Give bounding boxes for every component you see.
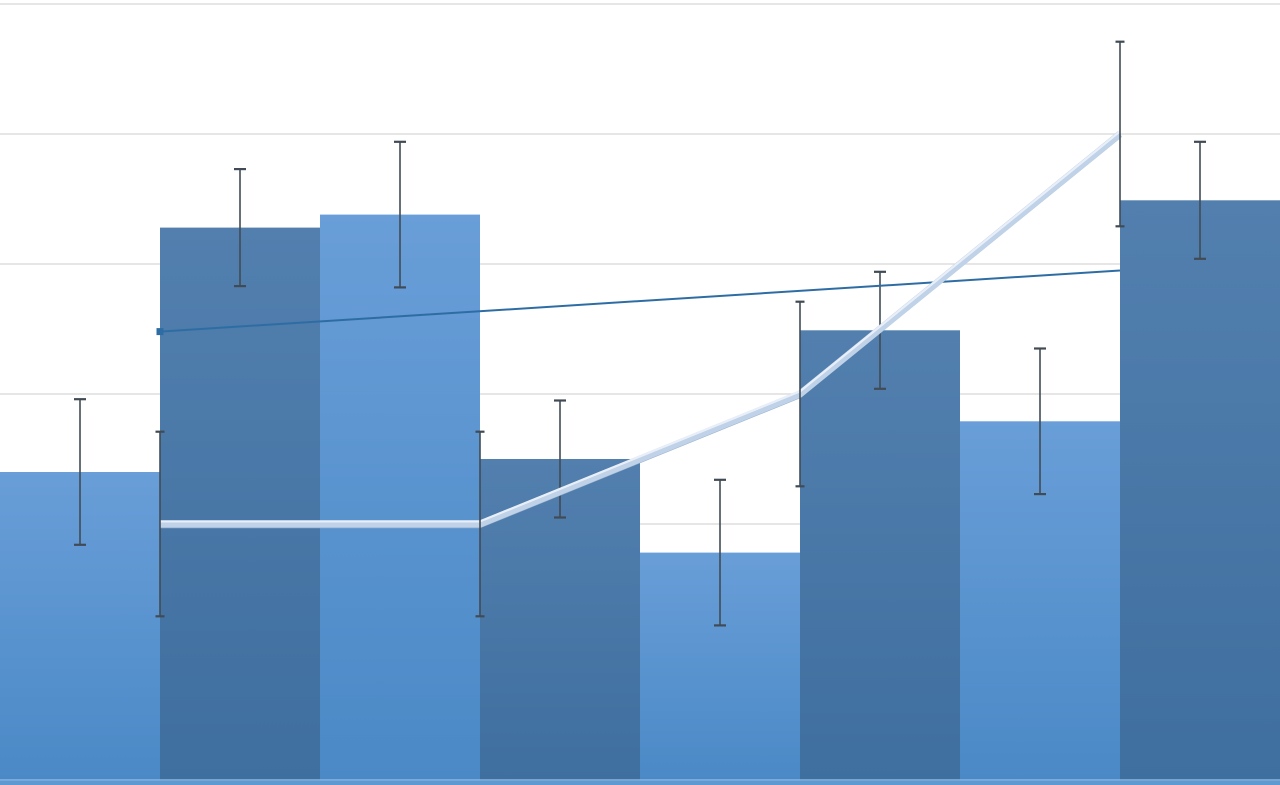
thin-line-start-marker	[156, 328, 164, 336]
bar-2	[160, 227, 320, 782]
x-axis-line	[0, 780, 1280, 785]
trend-line-thick-highlight	[160, 130, 1121, 523]
bar-6	[800, 330, 960, 781]
bar-8	[1120, 200, 1280, 782]
trend-line-thick	[160, 131, 1123, 528]
trend-line-thin	[159, 269, 1121, 333]
bar-3	[320, 214, 480, 782]
